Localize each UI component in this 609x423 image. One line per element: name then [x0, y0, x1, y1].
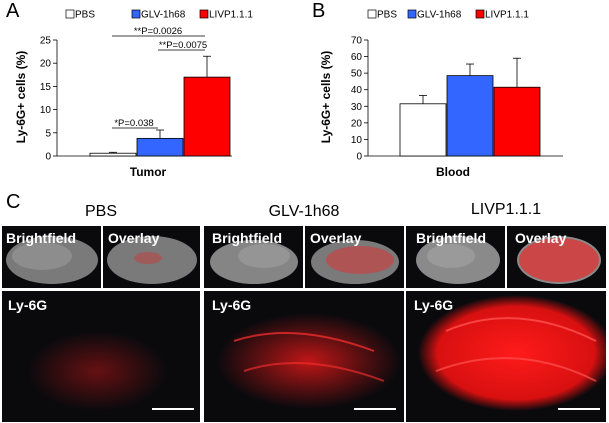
column-title-livp: LIVP1.1.1 [470, 201, 542, 218]
legend-label-glv: GLV-1h68 [417, 10, 462, 21]
ly6g-image-glv: Ly-6G [204, 291, 404, 422]
y-tick-label: 30 [351, 102, 363, 113]
y-tick-label: 5 [45, 128, 51, 139]
y-tick-label: 60 [351, 52, 363, 63]
legend-label-livp: LIVP1.1.1 [485, 10, 529, 21]
y-tick-label: 25 [40, 36, 52, 47]
y-tick-label: 20 [351, 118, 363, 129]
y-tick-label: 20 [40, 59, 52, 70]
y-axis-label-b: Ly-6G+ cells (%) [319, 51, 333, 144]
legend-swatch-glv [407, 9, 417, 19]
annotation-pval-1: *P=0.038 [114, 118, 153, 129]
column-title-pbs: PBS [84, 203, 117, 220]
legend-swatch-livp [475, 9, 485, 19]
bar-pbs [399, 103, 447, 157]
y-tick-label: 15 [40, 82, 52, 93]
bar-glv-1h68 [136, 137, 184, 157]
chart-a-tumor: PBS GLV-1h68 LIVP1.1.1 0 5 10 15 20 25 Ly-6G+… [14, 9, 253, 180]
x-axis-label-a: Tumor [130, 165, 167, 179]
brightfield-label: Brightfield [416, 230, 486, 246]
brightfield-label: Brightfield [212, 230, 282, 246]
brightfield-image-glv: Brightfield [204, 226, 303, 288]
legend-label-pbs: PBS [377, 10, 397, 21]
legend-swatch-glv [131, 9, 141, 19]
legend-swatch-pbs [65, 9, 75, 19]
scale-bar [152, 408, 194, 410]
y-tick-label: 10 [40, 105, 52, 116]
ly6g-label: Ly-6G [414, 297, 454, 313]
legend-swatch-livp [199, 9, 209, 19]
brightfield-image-pbs: Brightfield [2, 226, 101, 288]
ly6g-image-livp: Ly-6G [406, 291, 606, 422]
y-tick-label: 10 [351, 135, 363, 146]
ly6g-image-pbs: Ly-6G [2, 291, 200, 422]
annotation-pval-3: **P=0.0075 [159, 40, 207, 51]
legend-a: PBS GLV-1h68 LIVP1.1.1 [65, 9, 253, 21]
scale-bar [354, 408, 396, 410]
panel-label-a: A [6, 0, 20, 22]
y-tick-label: 70 [351, 36, 363, 47]
overlay-image-livp: Overlay [507, 226, 606, 288]
bar-livp1-1-1 [183, 76, 231, 157]
y-tick-label: 0 [45, 152, 51, 163]
x-axis-label-b: Blood [436, 165, 470, 179]
panel-label-b: B [312, 0, 326, 22]
y-tick-label: 50 [351, 69, 363, 80]
brightfield-label: Brightfield [6, 230, 76, 246]
ly6g-label: Ly-6G [212, 297, 252, 313]
ly6g-label: Ly-6G [8, 297, 48, 313]
column-title-glv: GLV-1h68 [268, 203, 340, 220]
bar-livp1-1-1 [493, 86, 541, 157]
legend-label-glv: GLV-1h68 [141, 10, 186, 21]
y-axis-label-a: Ly-6G+ cells (%) [14, 51, 28, 144]
significance-brackets: *P=0.038 **P=0.0026 **P=0.0075 [112, 26, 207, 129]
legend-label-pbs: PBS [75, 10, 95, 21]
chart-b-blood: PBS GLV-1h68 LIVP1.1.1 0 10 20 30 40 50 60 70 L… [319, 9, 563, 179]
overlay-label: Overlay [515, 230, 567, 246]
annotation-pval-2: **P=0.0026 [134, 26, 182, 37]
y-tick-label: 40 [351, 85, 363, 96]
legend-swatch-pbs [367, 9, 377, 19]
bar-pbs [89, 152, 137, 157]
overlay-image-glv: Overlay [305, 226, 404, 288]
legend-b: PBS GLV-1h68 LIVP1.1.1 [367, 9, 529, 21]
overlay-label: Overlay [310, 230, 362, 246]
y-tick-label: 0 [356, 152, 362, 163]
scale-bar [558, 408, 600, 410]
legend-label-livp: LIVP1.1.1 [209, 10, 253, 21]
brightfield-image-livp: Brightfield [406, 226, 505, 288]
overlay-image-pbs: Overlay [103, 226, 200, 288]
panel-label-c: C [6, 191, 21, 213]
overlay-label: Overlay [108, 230, 160, 246]
bar-glv-1h68 [446, 75, 494, 157]
